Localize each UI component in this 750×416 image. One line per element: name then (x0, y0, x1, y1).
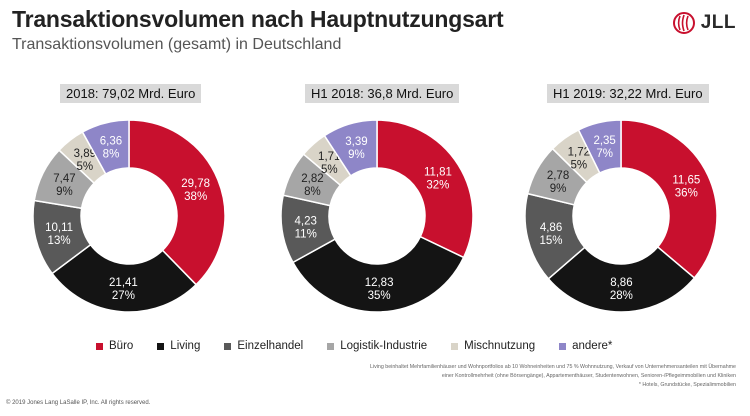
data-label-value: 8,86 (610, 277, 632, 289)
legend-item-buero: Büro (96, 340, 133, 352)
legend-swatch (327, 342, 335, 350)
donut-slice-buero (128, 119, 226, 286)
data-label-value: 2,78 (547, 170, 569, 182)
page-subtitle: Transaktionsvolumen (gesamt) in Deutschl… (12, 36, 342, 53)
data-label-percent: 5% (77, 161, 94, 173)
data-label-percent: 5% (571, 160, 588, 172)
data-label-value: 7,47 (53, 173, 75, 185)
data-label-value: 4,86 (540, 222, 562, 234)
data-label-percent: 7% (596, 148, 613, 160)
data-label-value: 12,83 (365, 277, 394, 289)
legend-label: Einzelhandel (237, 340, 304, 352)
legend-swatch (451, 342, 459, 350)
data-label-value: 1,72 (568, 147, 590, 159)
donut-slice-living (51, 243, 198, 313)
legend-item-einzelhandel: Einzelhandel (224, 340, 303, 352)
donut-slice-living (291, 235, 465, 313)
data-label-value: 2,35 (593, 135, 615, 147)
data-label-percent: 9% (550, 183, 567, 195)
donut-slice-buero (376, 119, 474, 259)
legend-label: Büro (109, 340, 134, 352)
data-label-value: 11,81 (424, 167, 452, 179)
data-label-percent: 36% (675, 188, 698, 200)
donut-slice-buero (620, 119, 718, 279)
data-label-value: 2,82 (301, 173, 323, 185)
legend-swatch (559, 342, 567, 350)
donut-slice-andere (577, 119, 622, 174)
data-label-percent: 13% (48, 235, 71, 247)
data-label-percent: 5% (321, 164, 338, 176)
data-label-value: 6,36 (100, 135, 122, 147)
footnote-line: Living beinhaltet Mehrfamilienhäuser und… (369, 364, 736, 370)
legend-label: Mischnutzung (464, 340, 536, 352)
footnote: Living beinhaltet Mehrfamilienhäuser und… (276, 363, 736, 390)
legend-swatch (96, 342, 103, 350)
data-label-percent: 9% (56, 186, 73, 198)
legend-item-andere: andere* (559, 340, 612, 352)
chart-title-2018: 2018: 79,02 Mrd. Euro (60, 84, 202, 103)
legend-item-logistik: Logistik-Industrie (327, 340, 427, 352)
data-label-percent: 8% (103, 148, 120, 160)
data-label-percent: 15% (540, 235, 563, 247)
data-label-value: 3,89 (74, 148, 96, 160)
data-label-percent: 35% (368, 290, 391, 302)
data-label-percent: 11% (295, 228, 317, 240)
page-title: Transaktionsvolumen nach Hauptnutzungsar… (12, 6, 504, 32)
legend-item-living: Living (157, 340, 200, 352)
legend-label: Living (170, 340, 201, 352)
donut-slice-andere (323, 119, 378, 177)
data-label-value: 1,71 (318, 151, 340, 163)
data-label-value: 3,39 (345, 136, 367, 148)
chart-title-h1-2019: H1 2019: 32,22 Mrd. Euro (547, 84, 709, 103)
copyright: © 2019 Jones Lang LaSalle IP, Inc. All r… (6, 400, 151, 406)
data-label-value: 21,41 (109, 277, 138, 289)
footnote-line: * Hotels, Grundstücke, Spezialimmobilien (638, 382, 736, 388)
logo-text: JLL (700, 12, 736, 33)
data-label-percent: 32% (426, 180, 449, 192)
donut-slice-andere (81, 119, 130, 176)
chart-title-h1-2018: H1 2018: 36,8 Mrd. Euro (305, 84, 460, 103)
data-label-percent: 28% (610, 290, 633, 302)
legend-swatch (224, 342, 232, 350)
legend-label: andere* (572, 340, 613, 352)
data-label-percent: 9% (348, 149, 365, 161)
legend: Büro Living Einzelhandel Logistik-Indust… (96, 340, 636, 352)
data-label-percent: 38% (184, 191, 207, 203)
legend-item-mischnutzung: Mischnutzung (451, 340, 535, 352)
data-label-value: 29,78 (181, 178, 210, 190)
donut-slice-living (547, 245, 696, 313)
data-label-percent: 27% (112, 290, 135, 302)
data-label-value: 10,11 (45, 222, 73, 234)
data-label-value: 11,65 (672, 175, 700, 187)
jll-logo: JLL (672, 12, 736, 34)
legend-label: Logistik-Industrie (340, 340, 428, 352)
footnote-line: einer Kontrollmehrheit (ohne Börsengänge… (441, 373, 736, 379)
legend-swatch (157, 342, 165, 350)
jll-logo-icon (672, 12, 695, 34)
data-label-percent: 8% (304, 186, 321, 198)
data-label-value: 4,23 (295, 215, 317, 227)
